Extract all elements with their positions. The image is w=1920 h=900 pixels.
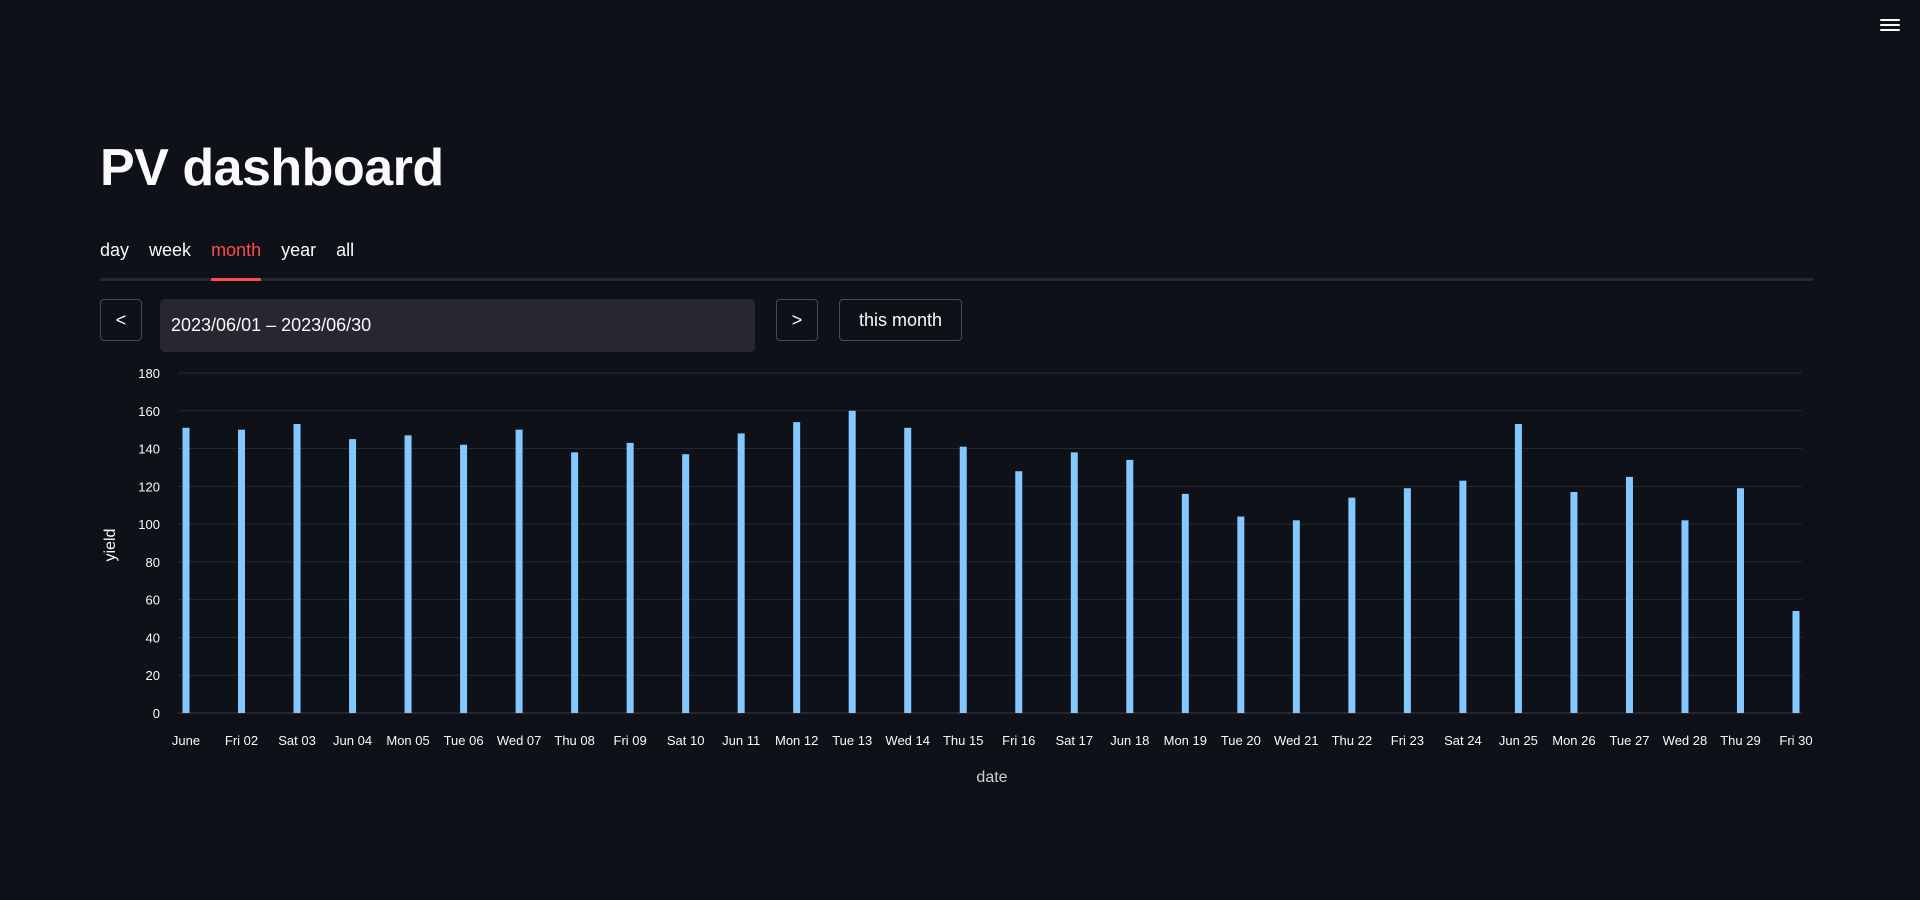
x-tick-label: Fri 16: [1002, 733, 1035, 748]
x-tick-label: Fri 02: [225, 733, 258, 748]
x-tick-label: Wed 14: [885, 733, 930, 748]
tab-week[interactable]: week: [149, 240, 192, 260]
hamburger-menu-icon[interactable]: [1878, 16, 1902, 38]
x-tick-label: Fri 30: [1779, 733, 1812, 748]
bar-sat-03: [293, 424, 301, 713]
bar-mon-26: [1570, 492, 1578, 713]
tab-all[interactable]: all: [336, 240, 355, 260]
bar-tue-27: [1625, 476, 1633, 713]
bar-june: [182, 427, 190, 713]
y-tick-label: 140: [138, 442, 160, 457]
x-tick-label: Jun 18: [1110, 733, 1149, 748]
x-tick-label: Sat 24: [1444, 733, 1482, 748]
x-tick-label: Mon 19: [1164, 733, 1207, 748]
y-tick-label: 20: [146, 668, 160, 683]
bar-mon-19: [1181, 493, 1189, 713]
tab-month[interactable]: month: [211, 232, 262, 281]
bar-fri-30: [1792, 611, 1800, 713]
x-tick-label: Fri 09: [614, 733, 647, 748]
x-tick-label: Sat 17: [1055, 733, 1093, 748]
x-axis-label: date: [976, 769, 1007, 786]
x-tick-label: Thu 15: [943, 733, 983, 748]
y-axis-ticks: 0 20 40 60 80 100 120 140 160 180: [138, 366, 160, 721]
bar-jun-11: [737, 433, 745, 713]
y-tick-label: 0: [153, 706, 160, 721]
this-month-button[interactable]: this month: [839, 299, 962, 341]
bar-tue-13: [848, 410, 856, 713]
page-title: PV dashboard: [100, 139, 444, 197]
bar-wed-21: [1292, 520, 1300, 713]
bar-jun-25: [1514, 424, 1522, 713]
bar-fri-16: [1015, 471, 1023, 713]
bar-wed-28: [1681, 520, 1689, 713]
chart-grid: [178, 372, 1802, 714]
y-tick-label: 100: [138, 517, 160, 532]
x-tick-label: Thu 29: [1720, 733, 1760, 748]
x-tick-label: Jun 11: [722, 733, 760, 748]
tab-bar: day week month year all: [100, 232, 1813, 281]
x-tick-label: Mon 05: [386, 733, 429, 748]
x-tick-label: Thu 08: [554, 733, 594, 748]
y-tick-label: 120: [138, 479, 160, 494]
bar-thu-15: [959, 446, 967, 713]
bar-mon-12: [793, 422, 801, 713]
bar-jun-18: [1126, 459, 1134, 713]
bar-thu-08: [571, 452, 579, 713]
bar-wed-07: [515, 429, 523, 713]
y-axis-label: yield: [102, 529, 119, 562]
y-tick-label: 180: [138, 366, 160, 381]
chart-bars: [182, 410, 1800, 713]
bar-sat-10: [682, 454, 690, 713]
y-tick-label: 40: [146, 630, 160, 645]
bar-tue-06: [460, 444, 468, 713]
x-tick-label: Jun 04: [333, 733, 372, 748]
x-tick-label: Jun 25: [1499, 733, 1538, 748]
bar-thu-22: [1348, 497, 1356, 713]
bar-wed-14: [904, 427, 912, 713]
bar-thu-29: [1736, 488, 1744, 713]
x-tick-label: Wed 28: [1663, 733, 1708, 748]
date-range-input[interactable]: [160, 299, 755, 352]
bar-fri-09: [626, 442, 634, 713]
bar-sat-17: [1070, 452, 1078, 713]
x-tick-label: Wed 07: [497, 733, 542, 748]
x-tick-label: Mon 26: [1552, 733, 1595, 748]
x-tick-label: Sat 10: [667, 733, 705, 748]
bar-tue-20: [1237, 516, 1245, 713]
x-tick-label: Tue 13: [832, 733, 872, 748]
x-tick-label: Wed 21: [1274, 733, 1319, 748]
tab-day[interactable]: day: [100, 240, 130, 260]
x-tick-label: Thu 22: [1332, 733, 1372, 748]
x-tick-label: Mon 12: [775, 733, 818, 748]
y-tick-label: 80: [146, 555, 160, 570]
bar-jun-04: [349, 439, 357, 713]
y-tick-label: 160: [138, 404, 160, 419]
x-axis-ticks: June Fri 02 Sat 03 Jun 04 Mon 05 Tue 06 Wed 07…: [172, 733, 1813, 748]
x-tick-label: Tue 27: [1609, 733, 1649, 748]
x-tick-label: June: [172, 733, 200, 748]
bar-mon-05: [404, 435, 412, 713]
next-period-button[interactable]: >: [776, 299, 818, 341]
x-tick-label: Tue 20: [1221, 733, 1261, 748]
bar-fri-23: [1403, 488, 1411, 713]
x-tick-label: Fri 23: [1391, 733, 1424, 748]
tab-year[interactable]: year: [281, 240, 317, 260]
previous-period-button[interactable]: <: [100, 299, 142, 341]
x-tick-label: Sat 03: [278, 733, 316, 748]
bar-sat-24: [1459, 480, 1467, 713]
bar-fri-02: [238, 429, 246, 713]
y-tick-label: 60: [146, 593, 160, 608]
x-tick-label: Tue 06: [444, 733, 484, 748]
